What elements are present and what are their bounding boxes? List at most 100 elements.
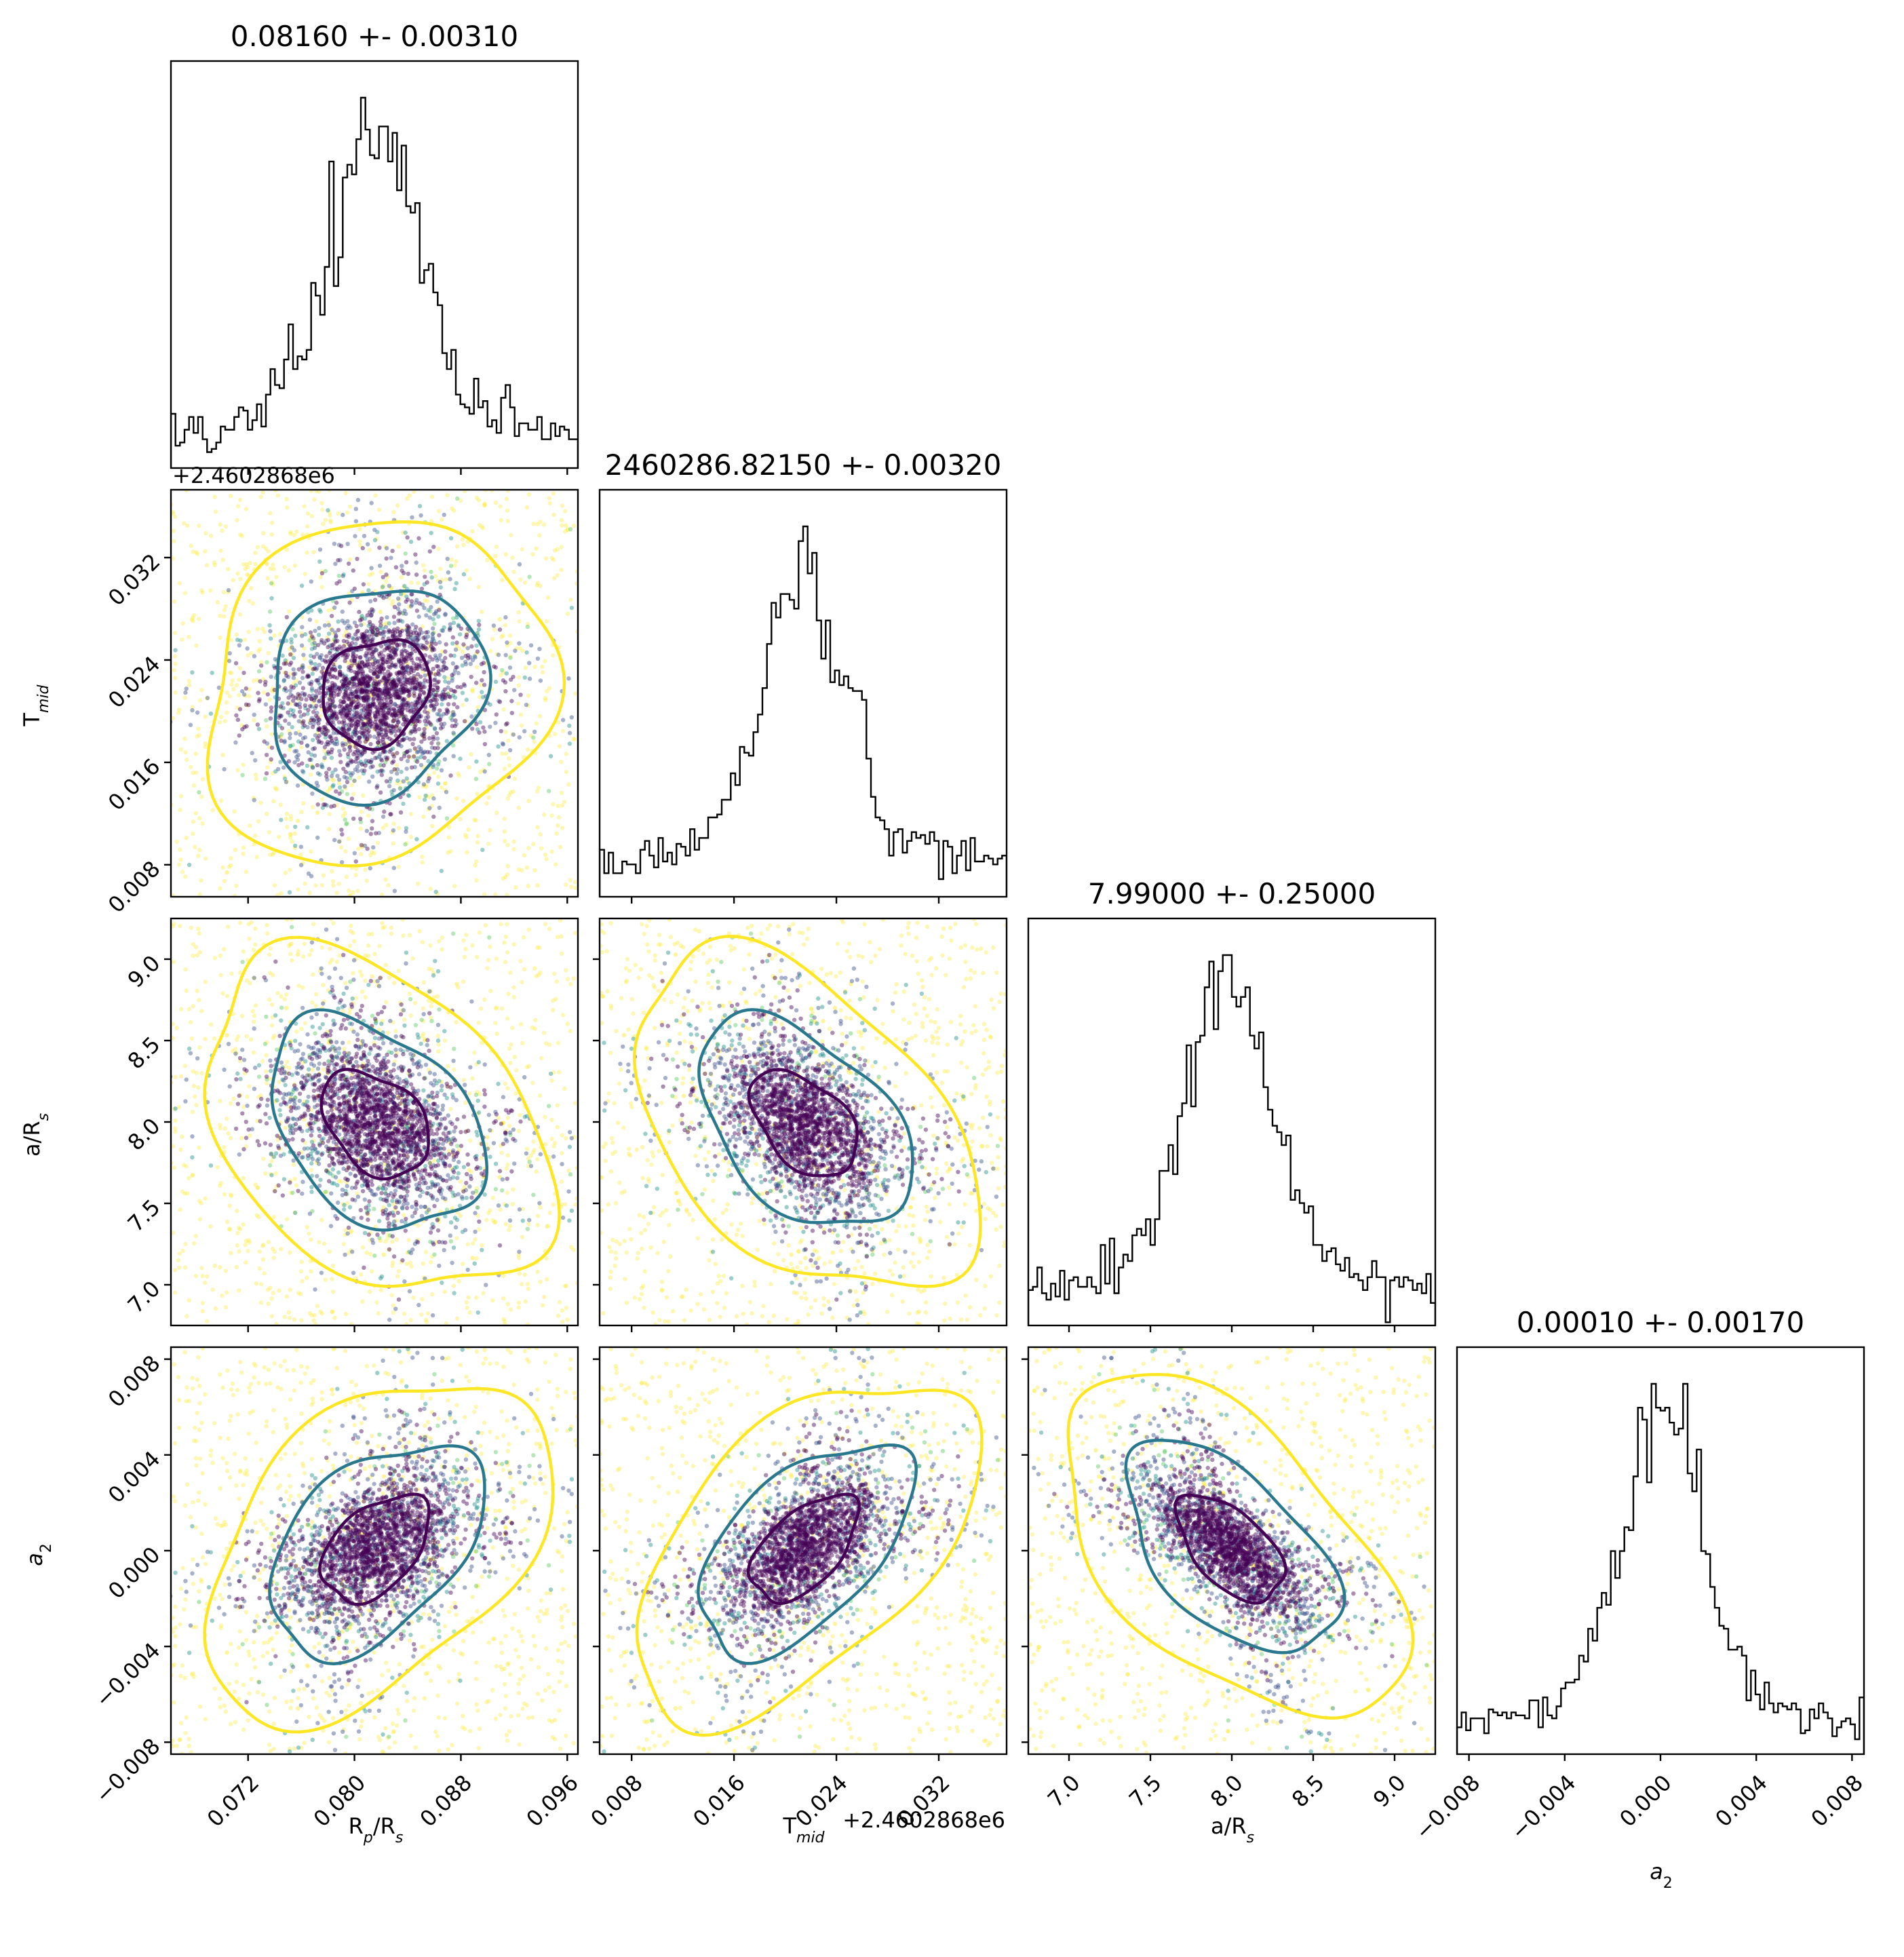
scatter-point — [347, 771, 352, 775]
scatter-point — [454, 615, 459, 620]
scatter-point — [565, 611, 570, 616]
panel-tmid-tmid: 2460286.82150 +- 0.00320 — [598, 448, 1008, 904]
scatter-point — [301, 770, 306, 775]
scatter-point — [431, 703, 435, 708]
scatter-point — [258, 495, 264, 499]
scatter-point — [268, 1171, 273, 1177]
scatter-point — [385, 646, 389, 651]
scatter-point — [465, 850, 469, 855]
scatter-point — [210, 808, 215, 813]
scatter-point — [286, 721, 292, 726]
scatter-point — [388, 725, 393, 731]
scatter-point — [400, 672, 405, 676]
scatter-point — [425, 640, 429, 645]
scatter-point — [264, 1081, 269, 1086]
scatter-point — [293, 824, 298, 830]
scatter-point — [395, 596, 401, 601]
scatter-point — [286, 759, 292, 764]
scatter-point — [339, 789, 345, 794]
scatter-point — [405, 1125, 410, 1129]
scatter-point — [358, 689, 363, 693]
scatter-point — [364, 1068, 370, 1072]
scatter-point — [415, 633, 420, 638]
scatter-point — [421, 1019, 426, 1024]
scatter-point — [419, 659, 423, 663]
scatter-point — [309, 608, 314, 613]
scatter-point — [436, 1042, 441, 1047]
scatter-point — [385, 1163, 390, 1168]
scatter-point — [194, 1070, 199, 1075]
scatter-point — [372, 711, 377, 716]
scatter-point — [412, 753, 416, 758]
scatter-point — [342, 721, 347, 726]
scatter-point — [172, 667, 177, 673]
scatter-point — [241, 692, 247, 697]
scatter-point — [293, 695, 298, 700]
scatter-point — [208, 1022, 214, 1027]
scatter-point — [395, 695, 400, 700]
scatter-point — [390, 634, 395, 639]
scatter-point — [364, 707, 370, 712]
scatter-point — [326, 1041, 332, 1046]
scatter-point — [336, 687, 341, 692]
scatter-point — [383, 755, 388, 760]
scatter-point — [400, 707, 405, 712]
scatter-point — [464, 568, 469, 573]
scatter-point — [325, 1071, 330, 1076]
scatter-point — [379, 1208, 385, 1213]
scatter-point — [408, 705, 413, 710]
scatter-point — [311, 667, 316, 672]
scatter-point — [428, 1239, 433, 1244]
scatter-point — [408, 730, 413, 735]
scatter-point — [405, 1115, 410, 1120]
scatter-point — [307, 638, 312, 643]
scatter-point — [378, 687, 383, 693]
scatter-point — [392, 1219, 397, 1224]
scatter-point — [372, 1036, 378, 1041]
scatter-point — [404, 679, 410, 684]
scatter-point — [182, 695, 187, 700]
scatter-point — [569, 1208, 575, 1214]
scatter-point — [557, 1300, 562, 1304]
scatter-point — [376, 689, 382, 694]
scatter-point — [382, 809, 387, 814]
scatter-point — [401, 688, 406, 693]
scatter-point — [273, 786, 278, 791]
scatter-point — [387, 724, 391, 729]
scatter-point — [363, 953, 368, 958]
scatter-point — [366, 682, 370, 687]
scatter-point — [371, 845, 376, 850]
scatter-point — [414, 560, 419, 565]
scatter-point — [370, 676, 374, 681]
scatter-point — [240, 959, 245, 965]
scatter-point — [279, 1018, 284, 1023]
scatter-point — [405, 689, 410, 694]
scatter-point — [412, 674, 416, 678]
scatter-point — [272, 687, 277, 693]
scatter-point — [343, 849, 348, 854]
scatter-point — [442, 1152, 446, 1157]
scatter-point — [338, 753, 343, 758]
scatter-point — [319, 966, 324, 971]
scatter-point — [239, 533, 245, 539]
scatter-point — [459, 626, 464, 631]
scatter-point — [299, 631, 304, 636]
scatter-point — [383, 689, 387, 694]
scatter-point — [378, 1276, 383, 1281]
scatter-point — [291, 1162, 296, 1167]
scatter-point — [418, 688, 423, 693]
scatter-point — [482, 741, 488, 747]
scatter-point — [354, 672, 360, 677]
scatter-point — [295, 783, 300, 788]
scatter-point — [263, 1069, 269, 1074]
scatter-point — [362, 1197, 367, 1202]
scatter-point — [355, 720, 361, 724]
scatter-point — [423, 637, 428, 642]
scatter-point — [386, 722, 391, 727]
scatter-point — [440, 1142, 446, 1146]
scatter-point — [235, 768, 240, 773]
scatter-point — [415, 1032, 420, 1037]
scatter-point — [421, 980, 426, 985]
scatter-point — [379, 669, 385, 674]
scatter-point — [385, 1233, 390, 1237]
